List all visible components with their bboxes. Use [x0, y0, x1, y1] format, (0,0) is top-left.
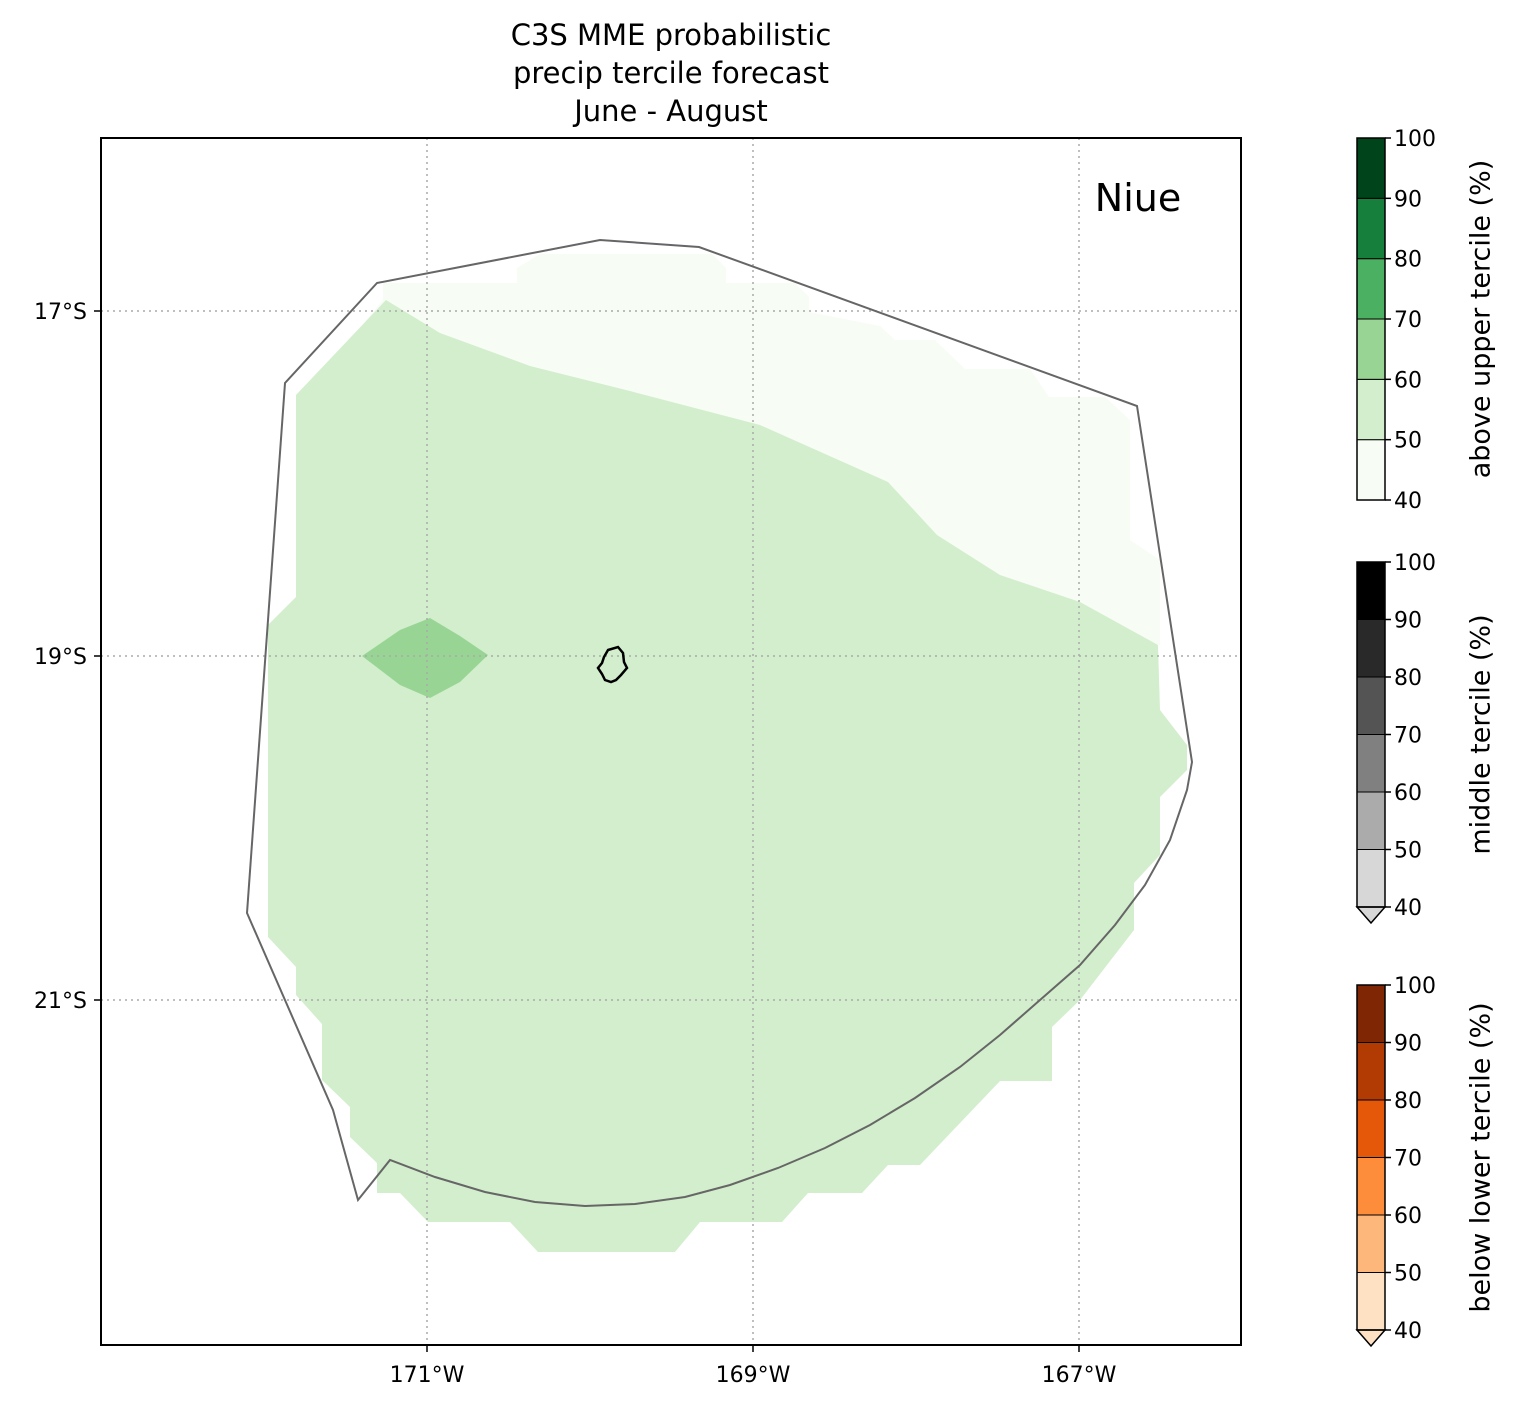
lon-tick-label-169w: 169°W	[716, 1363, 791, 1388]
colorbar-above-tick-label: 90	[1394, 187, 1422, 212]
colorbar-above-tick-label: 60	[1394, 368, 1422, 393]
colorbar-above-swatch-5	[1356, 137, 1386, 199]
colorbar-middle-swatch-0	[1356, 849, 1386, 908]
colorbar-middle-swatch-4	[1356, 619, 1386, 678]
colorbar-above-label: above upper tercile (%)	[1466, 160, 1497, 479]
forecast-field-above-50-60	[268, 300, 1187, 1252]
colorbar-above-swatch-1	[1356, 378, 1386, 441]
colorbar-below-tick-label: 60	[1394, 1204, 1422, 1229]
colorbar-above-swatch-0	[1356, 439, 1386, 501]
colorbar-above-tick-label: 70	[1394, 308, 1422, 333]
gridlines	[101, 138, 1241, 1345]
colorbar-above-tick-label: 50	[1394, 429, 1422, 454]
lon-tick-label-171w: 171°W	[390, 1363, 465, 1388]
colorbar-middle-label: middle tercile (%)	[1466, 614, 1497, 854]
colorbar-above-tick-label: 40	[1394, 489, 1422, 514]
colorbar-below-swatch-5	[1356, 984, 1386, 1043]
colorbar-above-tick-label: 100	[1394, 127, 1436, 152]
lat-tick-label-19s: 19°S	[34, 645, 87, 670]
colorbar-above-swatch-4	[1356, 197, 1386, 260]
colorbar-above-tick-label: 80	[1394, 248, 1422, 273]
colorbar-below-swatch-4	[1356, 1042, 1386, 1101]
region-label: Niue	[1095, 176, 1181, 220]
eez-boundary	[245, 238, 1194, 1208]
colorbar-middle-tick-label: 100	[1394, 551, 1436, 576]
colorbar-above-swatch-3	[1356, 258, 1386, 320]
forecast-field-above-60-70	[362, 618, 488, 698]
colorbar-middle-tick-label: 70	[1394, 724, 1422, 749]
colorbar-below-swatch-3	[1356, 1099, 1386, 1158]
title-line-2: precip tercile forecast	[512, 56, 830, 90]
colorbar-below-tick-label: 100	[1394, 974, 1436, 999]
colorbar-below-swatch-0	[1356, 1272, 1386, 1331]
lat-tick-label-21s: 21°S	[34, 989, 87, 1014]
colorbar-below-tick-label: 40	[1394, 1319, 1422, 1344]
colorbar-middle-swatch-2	[1356, 734, 1386, 793]
colorbar-below-tick-label: 50	[1394, 1262, 1422, 1287]
colorbar-middle-tick-label: 60	[1394, 781, 1422, 806]
colorbar-below-tick-label: 90	[1394, 1032, 1422, 1057]
lat-tick-label-17s: 17°S	[34, 300, 87, 325]
colorbar-middle-swatch-5	[1356, 561, 1386, 620]
colorbar-middle-tick-label: 80	[1394, 666, 1422, 691]
colorbar-middle-swatch-3	[1356, 676, 1386, 735]
colorbar-above-swatch-2	[1356, 318, 1386, 380]
colorbar-middle-tick-label: 50	[1394, 839, 1422, 864]
niue-island-outline	[596, 645, 629, 684]
colorbar-below-swatch-2	[1356, 1157, 1386, 1216]
colorbar-middle-tick-label: 40	[1394, 896, 1422, 921]
map-frame	[100, 137, 1242, 1346]
colorbar-below-extend-arrow	[1355, 1329, 1387, 1348]
title-line-1: C3S MME probabilistic	[510, 18, 832, 52]
colorbar-below-swatch-1	[1356, 1214, 1386, 1273]
colorbars: 40 50 60 70 80 90 100 above upper tercile (%) 40…	[1355, 127, 1497, 1348]
title-line-3: June - August	[574, 94, 768, 128]
colorbar-below-label: below lower tercile (%)	[1466, 1002, 1497, 1312]
lon-tick-label-167w: 167°W	[1042, 1363, 1117, 1388]
colorbar-below-tick-label: 70	[1394, 1147, 1422, 1172]
colorbar-middle-swatch-1	[1356, 791, 1386, 850]
colorbar-middle-extend-arrow	[1355, 906, 1387, 925]
colorbar-below-tick-label: 80	[1394, 1089, 1422, 1114]
colorbar-middle-tick-label: 90	[1394, 609, 1422, 634]
